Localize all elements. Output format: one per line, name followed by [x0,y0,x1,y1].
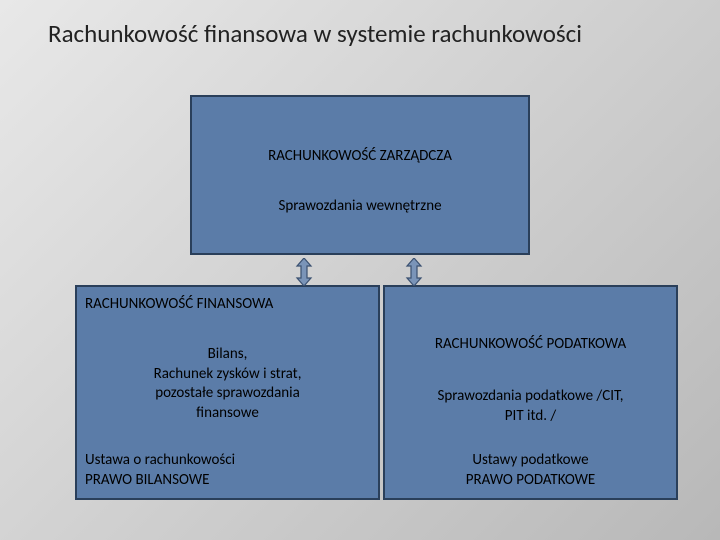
right-box-footer: Ustawy podatkowe PRAWO PODATKOWE [385,451,676,490]
left-box-heading: RACHUNKOWOŚĆ FINANSOWA [85,295,273,313]
top-box-heading: RACHUNKOWOŚĆ ZARZĄDCZA [192,147,528,165]
left-footer-line2: PRAWO BILANSOWE [85,471,209,489]
left-box: RACHUNKOWOŚĆ FINANSOWA Bilans, Rachunek … [75,285,380,500]
left-body-line1: Bilans, [208,345,248,363]
right-footer-line2: PRAWO PODATKOWE [466,471,596,489]
left-box-footer: Ustawa o rachunkowości PRAWO BILANSOWE [85,451,235,490]
right-box-body: Sprawozdania podatkowe /CIT, PIT itd. / [385,387,676,426]
left-body-line3: pozostałe sprawozdania [155,384,300,402]
right-box: RACHUNKOWOŚĆ PODATKOWA Sprawozdania poda… [383,285,678,500]
left-body-line2: Rachunek zysków i strat, [154,365,302,383]
left-body-line4: finansowe [196,404,259,422]
double-arrow-left-icon [292,258,316,286]
page-title: Rachunkowość finansowa w systemie rachun… [48,18,582,49]
right-box-heading: RACHUNKOWOŚĆ PODATKOWA [385,335,676,353]
right-body-line2: PIT itd. / [505,407,556,425]
left-footer-line1: Ustawa o rachunkowości [85,451,235,469]
double-arrow-right-icon [402,258,426,286]
top-box-subtext: Sprawozdania wewnętrzne [192,197,528,215]
left-box-body: Bilans, Rachunek zysków i strat, pozosta… [77,345,378,423]
top-box: RACHUNKOWOŚĆ ZARZĄDCZA Sprawozdania wewn… [190,95,530,255]
right-body-line1: Sprawozdania podatkowe /CIT, [437,387,623,405]
right-footer-line1: Ustawy podatkowe [472,451,588,469]
